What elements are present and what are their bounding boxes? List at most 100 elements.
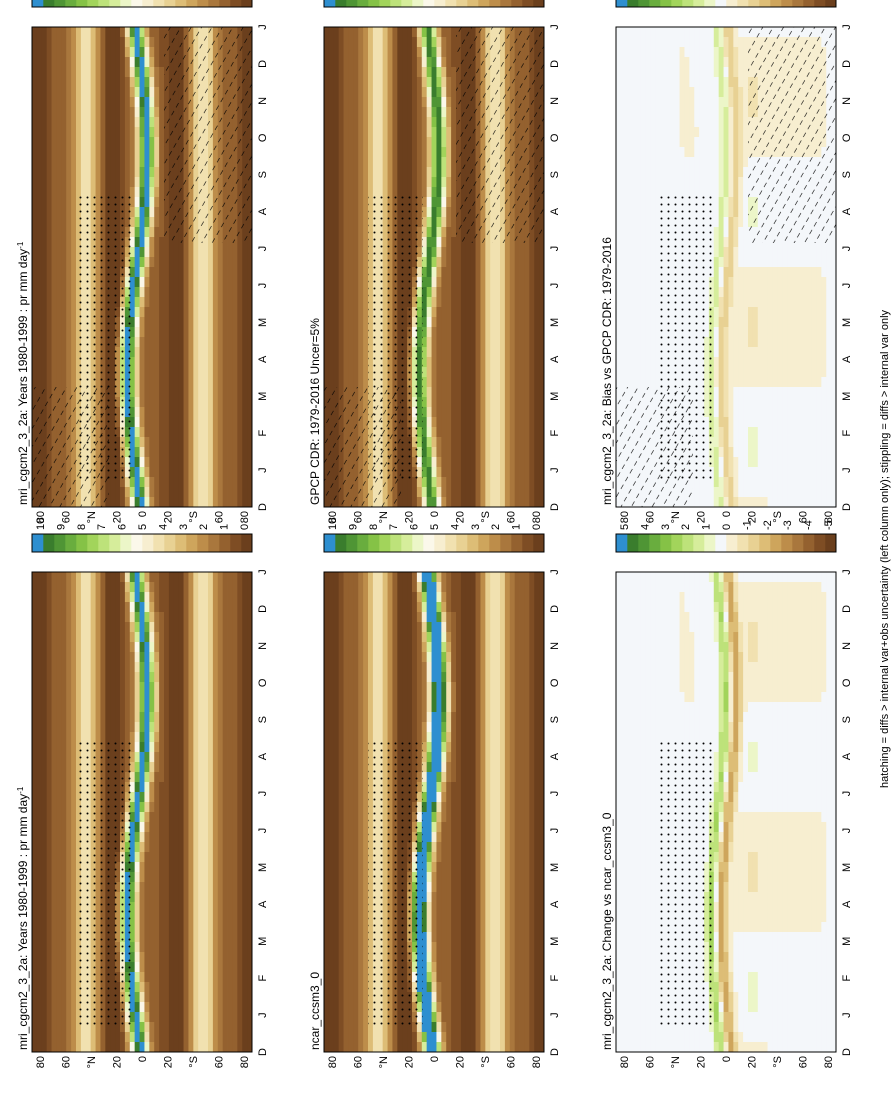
heatmap-cell [188,317,193,327]
heatmap-cell [149,267,154,277]
heatmap-cell [218,417,223,427]
heatmap-cell [427,487,432,497]
colorbar-swatch [186,534,197,552]
heatmap-cell [135,57,140,67]
heatmap-cell [100,137,105,147]
heatmap-cell [56,972,61,982]
heatmap-cell [42,37,47,47]
heatmap-cell [86,722,91,732]
heatmap-cell [480,407,485,417]
heatmap-cell [164,952,169,962]
heatmap-cell [193,842,198,852]
heatmap-cell [47,592,52,602]
heatmap-cell [174,327,179,337]
heatmap-cell [61,952,66,962]
heatmap-cell [242,952,247,962]
heatmap-cell [76,97,81,107]
heatmap-cell [81,177,86,187]
heatmap-cell [144,277,149,287]
heatmap-cell [164,712,169,722]
heatmap-cell [61,712,66,722]
heatmap-cell [96,97,101,107]
heatmap-cell [149,872,154,882]
heatmap-cell [208,652,213,662]
heatmap-cell [32,367,37,377]
heatmap-cell [169,732,174,742]
heatmap-cell [471,497,476,507]
heatmap-cell [232,277,237,287]
heatmap-cell [32,592,37,602]
heatmap-cell [66,702,71,712]
heatmap-cell [42,257,47,267]
heatmap-cell [237,307,242,317]
heatmap-cell [223,257,228,267]
heatmap-cell [115,1042,120,1052]
heatmap-cell [232,1022,237,1032]
heatmap-cell [164,872,169,882]
heatmap-cell [237,297,242,307]
heatmap-cell [130,77,135,87]
heatmap-cell [66,732,71,742]
heatmap-cell [86,97,91,107]
heatmap-cell [169,457,174,467]
heatmap-cell [37,922,42,932]
heatmap-cell [47,1042,52,1052]
heatmap-cell [130,487,135,497]
heatmap-cell [32,832,37,842]
heatmap-cell [490,477,495,487]
heatmap-cell [47,922,52,932]
heatmap-cell [105,37,110,47]
heatmap-cell [471,417,476,427]
heatmap-cell [42,237,47,247]
heatmap-cell [232,802,237,812]
heatmap-cell [203,642,208,652]
heatmap-cell [232,572,237,582]
heatmap-cell [198,457,203,467]
heatmap-cell [144,692,149,702]
heatmap-cell [76,592,81,602]
heatmap-cell [105,722,110,732]
heatmap-cell [461,467,466,477]
heatmap-cell [218,732,223,742]
colorbar-swatch [241,534,252,552]
heatmap-cell [213,722,218,732]
colorbar-swatch [32,534,43,552]
heatmap-cell [140,582,145,592]
heatmap-cell [208,307,213,317]
heatmap-cell [159,237,164,247]
heatmap-cell [42,77,47,87]
heatmap-cell [198,722,203,732]
heatmap-cell [66,682,71,692]
heatmap-cell [71,702,76,712]
heatmap-cell [159,642,164,652]
heatmap-cell [37,197,42,207]
heatmap-cell [66,642,71,652]
heatmap-cell [179,972,184,982]
heatmap-cell [164,297,169,307]
heatmap-cell [213,257,218,267]
heatmap-cell [534,497,539,507]
heatmap-cell [223,377,228,387]
heatmap-cell [174,982,179,992]
heatmap-cell [228,732,233,742]
heatmap-cell [56,772,61,782]
heatmap-cell [232,417,237,427]
heatmap-cell [71,582,76,592]
month-tick-label: J [257,467,269,473]
heatmap-cell [144,642,149,652]
heatmap-cell [344,377,349,387]
heatmap-cell [144,742,149,752]
month-tick-label: J [257,283,269,289]
heatmap-cell [120,722,125,732]
heatmap-cell [179,662,184,672]
heatmap-cell [52,712,57,722]
heatmap-cell [130,117,135,127]
heatmap-cell [154,147,159,157]
heatmap-cell [179,467,184,477]
heatmap-cell [228,307,233,317]
heatmap-cell [105,692,110,702]
heatmap-cell [174,862,179,872]
heatmap-cell [86,77,91,87]
heatmap-cell [203,267,208,277]
heatmap-cell [96,47,101,57]
